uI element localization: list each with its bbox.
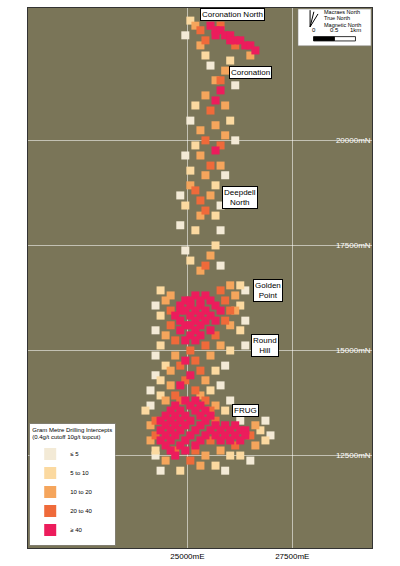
svg-text:GoldenPoint: GoldenPoint bbox=[255, 281, 281, 300]
svg-text:0.5: 0.5 bbox=[330, 27, 339, 33]
svg-text:20000mN: 20000mN bbox=[336, 136, 371, 145]
svg-text:≥ 40: ≥ 40 bbox=[70, 527, 82, 533]
svg-text:12500mN: 12500mN bbox=[336, 451, 371, 460]
svg-text:≤ 5: ≤ 5 bbox=[70, 451, 79, 457]
svg-text:DeepdellNorth: DeepdellNorth bbox=[224, 188, 256, 207]
svg-text:1km: 1km bbox=[350, 27, 361, 33]
svg-text:Gram Metre Drilling Intercepts: Gram Metre Drilling Intercepts(0.4g/t cu… bbox=[32, 427, 112, 441]
svg-text:10 to 20: 10 to 20 bbox=[70, 489, 92, 495]
svg-text:5 to 10: 5 to 10 bbox=[70, 470, 89, 476]
svg-text:27500mE: 27500mE bbox=[275, 552, 309, 561]
svg-text:Magnetic North: Magnetic North bbox=[324, 22, 361, 28]
svg-text:0: 0 bbox=[312, 27, 316, 33]
svg-text:15000mN: 15000mN bbox=[336, 346, 371, 355]
svg-text:RoundHill: RoundHill bbox=[253, 336, 277, 355]
svg-text:Coronation: Coronation bbox=[231, 68, 270, 77]
svg-text:20 to 40: 20 to 40 bbox=[70, 508, 92, 514]
svg-text:17500mN: 17500mN bbox=[336, 241, 371, 250]
svg-text:25000mE: 25000mE bbox=[170, 552, 204, 561]
svg-text:True North: True North bbox=[324, 15, 350, 21]
svg-text:Coronation North: Coronation North bbox=[202, 10, 263, 19]
svg-text:Macraes North: Macraes North bbox=[324, 9, 360, 15]
svg-text:FRUG: FRUG bbox=[234, 406, 257, 415]
